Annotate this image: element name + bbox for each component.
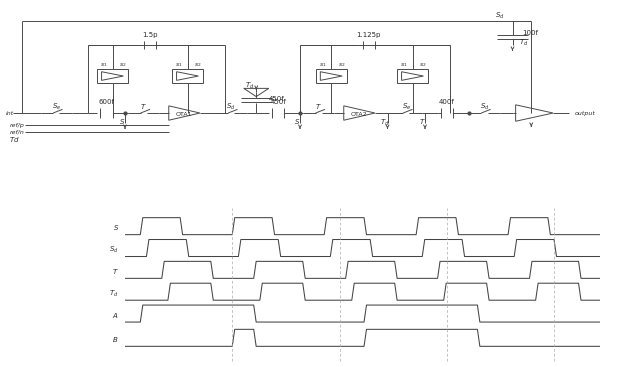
Text: $s_1$: $s_1$ bbox=[319, 61, 326, 69]
Text: $s_1$: $s_1$ bbox=[100, 61, 107, 69]
Text: $A$: $A$ bbox=[112, 311, 119, 320]
Text: 450f: 450f bbox=[269, 96, 284, 102]
Text: $S_e$: $S_e$ bbox=[52, 102, 61, 112]
Text: $s_2$: $s_2$ bbox=[119, 61, 126, 69]
Text: $T$: $T$ bbox=[112, 267, 119, 276]
Text: 1.5p: 1.5p bbox=[142, 32, 158, 38]
Text: $s_1$: $s_1$ bbox=[175, 61, 182, 69]
Text: $T$: $T$ bbox=[141, 102, 147, 111]
Text: $B$: $B$ bbox=[112, 335, 119, 344]
Text: OTA2: OTA2 bbox=[351, 112, 368, 117]
Text: 1.125p: 1.125p bbox=[356, 32, 381, 38]
Text: $S$: $S$ bbox=[112, 224, 119, 232]
Text: $S_d$: $S_d$ bbox=[495, 11, 505, 21]
Text: $T_d$: $T_d$ bbox=[245, 80, 255, 91]
Text: 450f: 450f bbox=[270, 99, 286, 105]
Text: output: output bbox=[575, 110, 596, 116]
Text: ref/n: ref/n bbox=[9, 129, 24, 134]
Text: $s_2$: $s_2$ bbox=[338, 61, 345, 69]
Bar bbox=[172, 69, 203, 83]
Text: $T_d$: $T_d$ bbox=[519, 38, 528, 48]
Text: $S$: $S$ bbox=[294, 117, 300, 126]
Text: $s_1$: $s_1$ bbox=[400, 61, 408, 69]
Text: $S_d$: $S_d$ bbox=[109, 245, 119, 255]
Text: ref/p: ref/p bbox=[9, 123, 24, 128]
Bar bbox=[316, 69, 347, 83]
Text: $T$: $T$ bbox=[419, 117, 425, 126]
Text: $S_d$: $S_d$ bbox=[479, 102, 489, 112]
Text: $s_2$: $s_2$ bbox=[194, 61, 201, 69]
Text: $S_d$: $S_d$ bbox=[226, 102, 236, 112]
Text: int: int bbox=[6, 110, 14, 116]
Text: $S_e$: $S_e$ bbox=[402, 102, 411, 112]
Text: $S$: $S$ bbox=[119, 117, 125, 126]
Text: $s_2$: $s_2$ bbox=[419, 61, 426, 69]
Text: $Td$: $Td$ bbox=[9, 135, 20, 144]
Text: 100f: 100f bbox=[522, 30, 538, 36]
Bar bbox=[97, 69, 128, 83]
Text: 600f: 600f bbox=[98, 99, 114, 105]
Text: $T$: $T$ bbox=[316, 102, 322, 111]
Text: OTA1: OTA1 bbox=[176, 112, 192, 117]
Bar bbox=[397, 69, 428, 83]
Text: $T_d$: $T_d$ bbox=[109, 288, 119, 298]
Text: 400f: 400f bbox=[439, 99, 455, 105]
Text: $T_d$: $T_d$ bbox=[379, 117, 389, 128]
